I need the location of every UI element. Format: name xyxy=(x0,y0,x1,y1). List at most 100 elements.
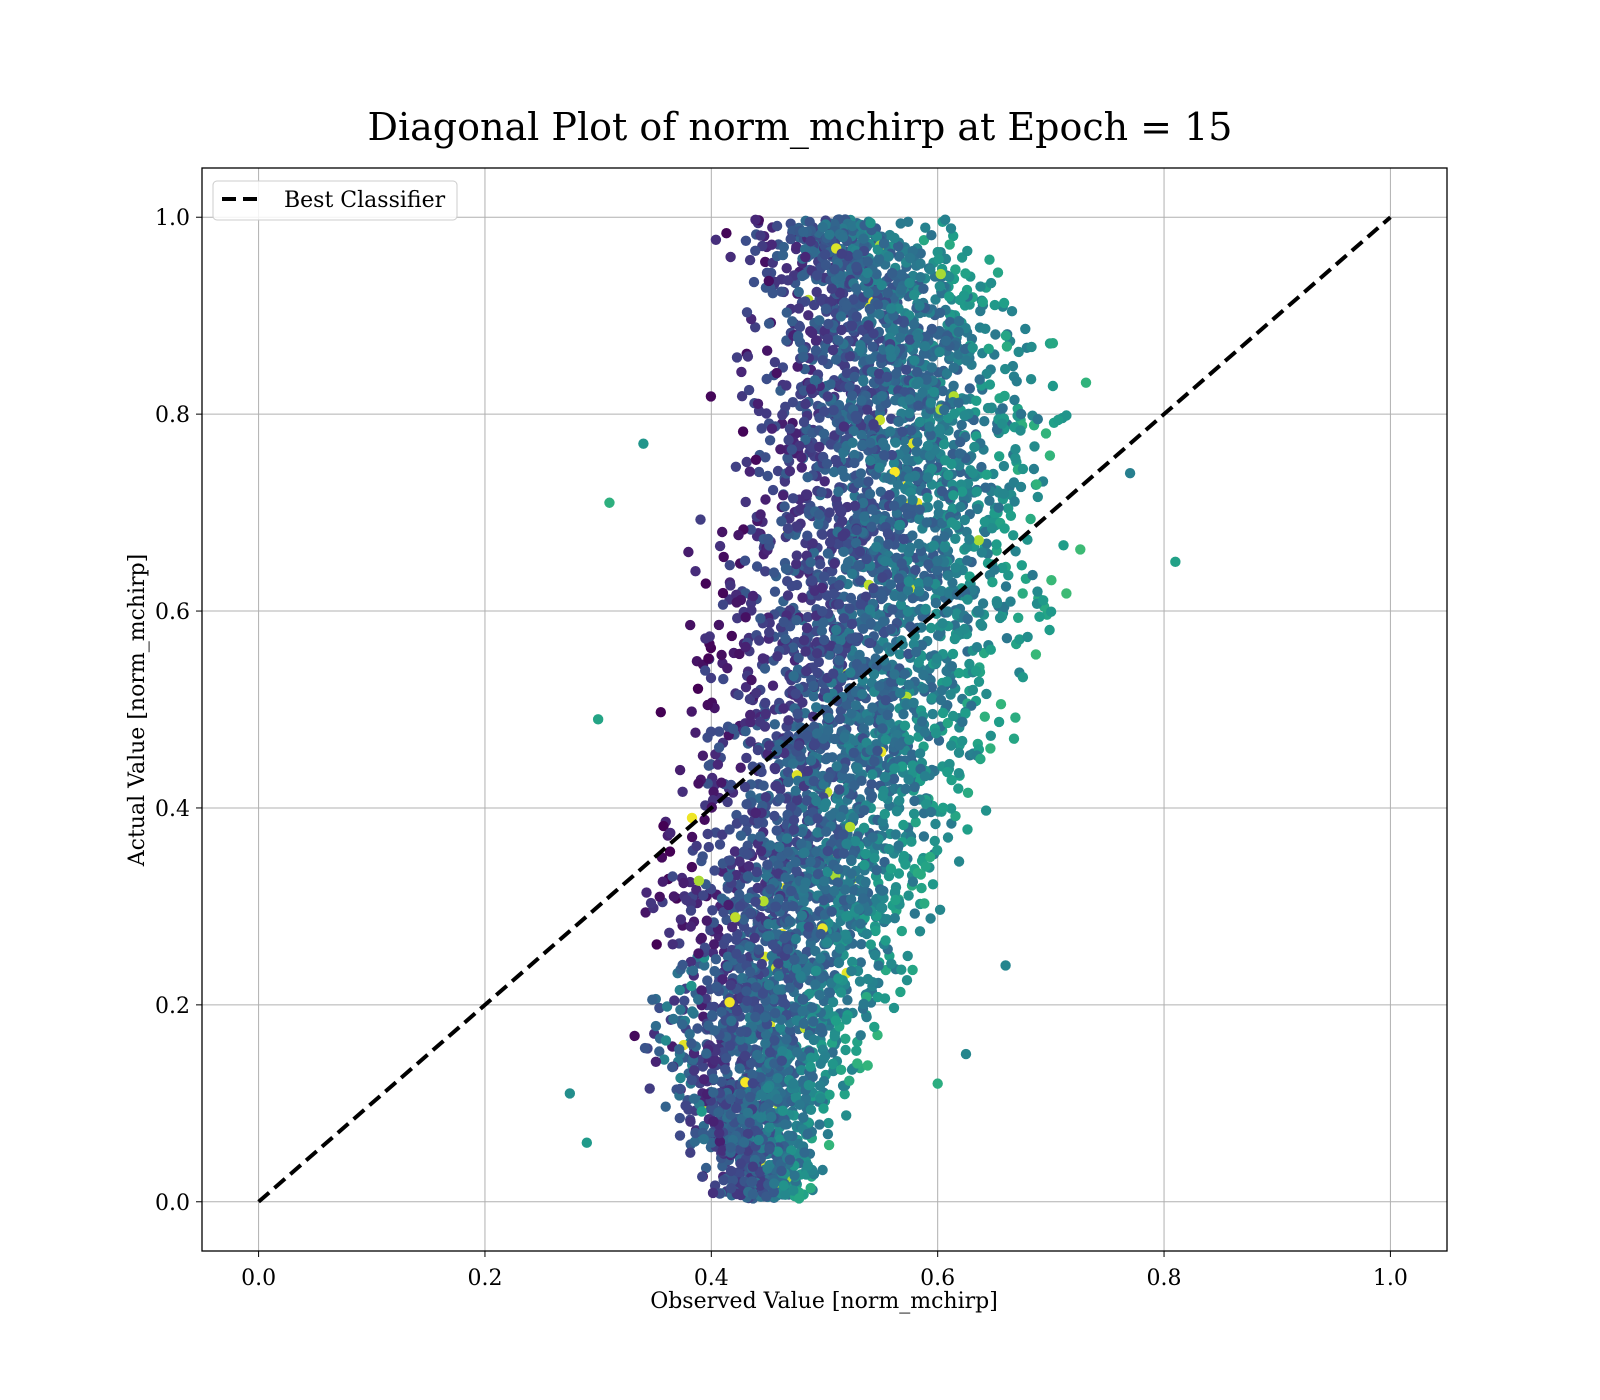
scatter-point xyxy=(675,1072,686,1084)
scatter-point xyxy=(710,234,722,245)
scatter-point xyxy=(948,362,959,373)
scatter-point xyxy=(993,502,1004,513)
scatter-point xyxy=(901,975,913,986)
chart-title: Diagonal Plot of norm_mchirp at Epoch = … xyxy=(368,105,1233,150)
scatter-point xyxy=(734,856,745,867)
scatter-point xyxy=(888,1002,900,1014)
scatter-point xyxy=(734,1063,745,1074)
scatter-point xyxy=(909,355,920,366)
scatter-point xyxy=(868,419,879,430)
scatter-point xyxy=(761,373,772,385)
scatter-point xyxy=(823,318,834,330)
scatter-point xyxy=(787,397,799,408)
scatter-point xyxy=(907,876,919,887)
scatter-point xyxy=(814,315,825,326)
scatter-point xyxy=(833,957,844,969)
scatter-point xyxy=(824,1089,835,1101)
scatter-point xyxy=(854,976,866,987)
scatter-point xyxy=(872,745,883,756)
scatter-point xyxy=(772,1073,783,1084)
scatter-point xyxy=(941,368,953,379)
scatter-point xyxy=(839,1089,850,1100)
scatter-point xyxy=(709,1055,721,1066)
scatter-point xyxy=(940,214,951,225)
scatter-point xyxy=(789,1170,800,1181)
scatter-point xyxy=(692,1023,703,1034)
scatter-point xyxy=(727,723,739,734)
scatter-point xyxy=(915,869,926,880)
scatter-point xyxy=(957,735,968,747)
scatter-point xyxy=(762,931,773,942)
scatter-point xyxy=(802,1128,813,1140)
scatter-point xyxy=(763,533,774,545)
scatter-point xyxy=(802,730,813,741)
scatter-point xyxy=(755,846,767,857)
scatter-point xyxy=(973,535,984,546)
scatter-point xyxy=(733,529,744,541)
scatter-point xyxy=(679,995,690,1006)
scatter-point xyxy=(876,391,887,402)
scatter-point xyxy=(918,831,930,842)
scatter-point xyxy=(946,774,957,786)
scatter-point xyxy=(1044,450,1056,461)
scatter-point xyxy=(885,624,896,635)
scatter-point xyxy=(858,723,869,734)
scatter-point xyxy=(942,570,954,581)
scatter-point xyxy=(639,1042,651,1054)
scatter-point xyxy=(808,776,819,787)
scatter-point xyxy=(725,1093,736,1105)
scatter-point xyxy=(849,500,861,511)
scatter-point xyxy=(840,929,851,940)
scatter-point xyxy=(752,1049,763,1061)
scatter-point xyxy=(791,1047,803,1058)
scatter-point xyxy=(808,691,819,702)
scatter-point xyxy=(932,845,943,856)
scatter-point xyxy=(752,398,764,409)
scatter-point xyxy=(898,819,909,831)
scatter-point xyxy=(984,495,995,506)
scatter-point xyxy=(766,239,777,250)
scatter-point xyxy=(725,580,736,591)
scatter-point xyxy=(740,235,752,246)
scatter-point xyxy=(802,765,813,777)
scatter-point xyxy=(947,648,959,660)
scatter-point xyxy=(707,1187,719,1199)
scatter-point xyxy=(792,332,804,343)
scatter-point xyxy=(807,327,818,339)
scatter-point xyxy=(654,1046,665,1057)
scatter-point xyxy=(807,1002,818,1013)
scatter-point xyxy=(873,253,885,265)
scatter-point xyxy=(1044,624,1055,636)
scatter-point xyxy=(701,915,712,926)
scatter-point xyxy=(716,649,727,661)
scatter-point xyxy=(885,426,896,437)
scatter-point xyxy=(921,517,932,528)
scatter-point xyxy=(783,715,794,726)
scatter-point xyxy=(873,643,884,654)
scatter-point xyxy=(836,248,847,259)
scatter-point xyxy=(765,840,776,851)
scatter-point xyxy=(918,669,929,681)
scatter-point xyxy=(772,984,784,995)
scatter-point xyxy=(848,747,859,758)
scatter-point xyxy=(916,716,928,727)
scatter-point xyxy=(774,793,786,804)
scatter-point xyxy=(1016,560,1027,571)
scatter-point xyxy=(766,423,778,434)
scatter-point xyxy=(994,612,1006,624)
scatter-point xyxy=(779,501,790,512)
scatter-point xyxy=(837,515,848,527)
scatter-point xyxy=(900,859,911,870)
scatter-point xyxy=(838,847,849,859)
scatter-point xyxy=(685,619,696,631)
scatter-point xyxy=(700,1162,712,1174)
scatter-point xyxy=(997,403,1008,414)
scatter-point xyxy=(740,726,751,737)
scatter-point xyxy=(937,385,948,397)
scatter-point xyxy=(817,355,828,366)
scatter-point xyxy=(911,366,923,378)
scatter-point xyxy=(856,395,867,406)
scatter-point xyxy=(1001,633,1013,644)
scatter-point xyxy=(748,276,760,288)
scatter-point xyxy=(729,846,741,857)
